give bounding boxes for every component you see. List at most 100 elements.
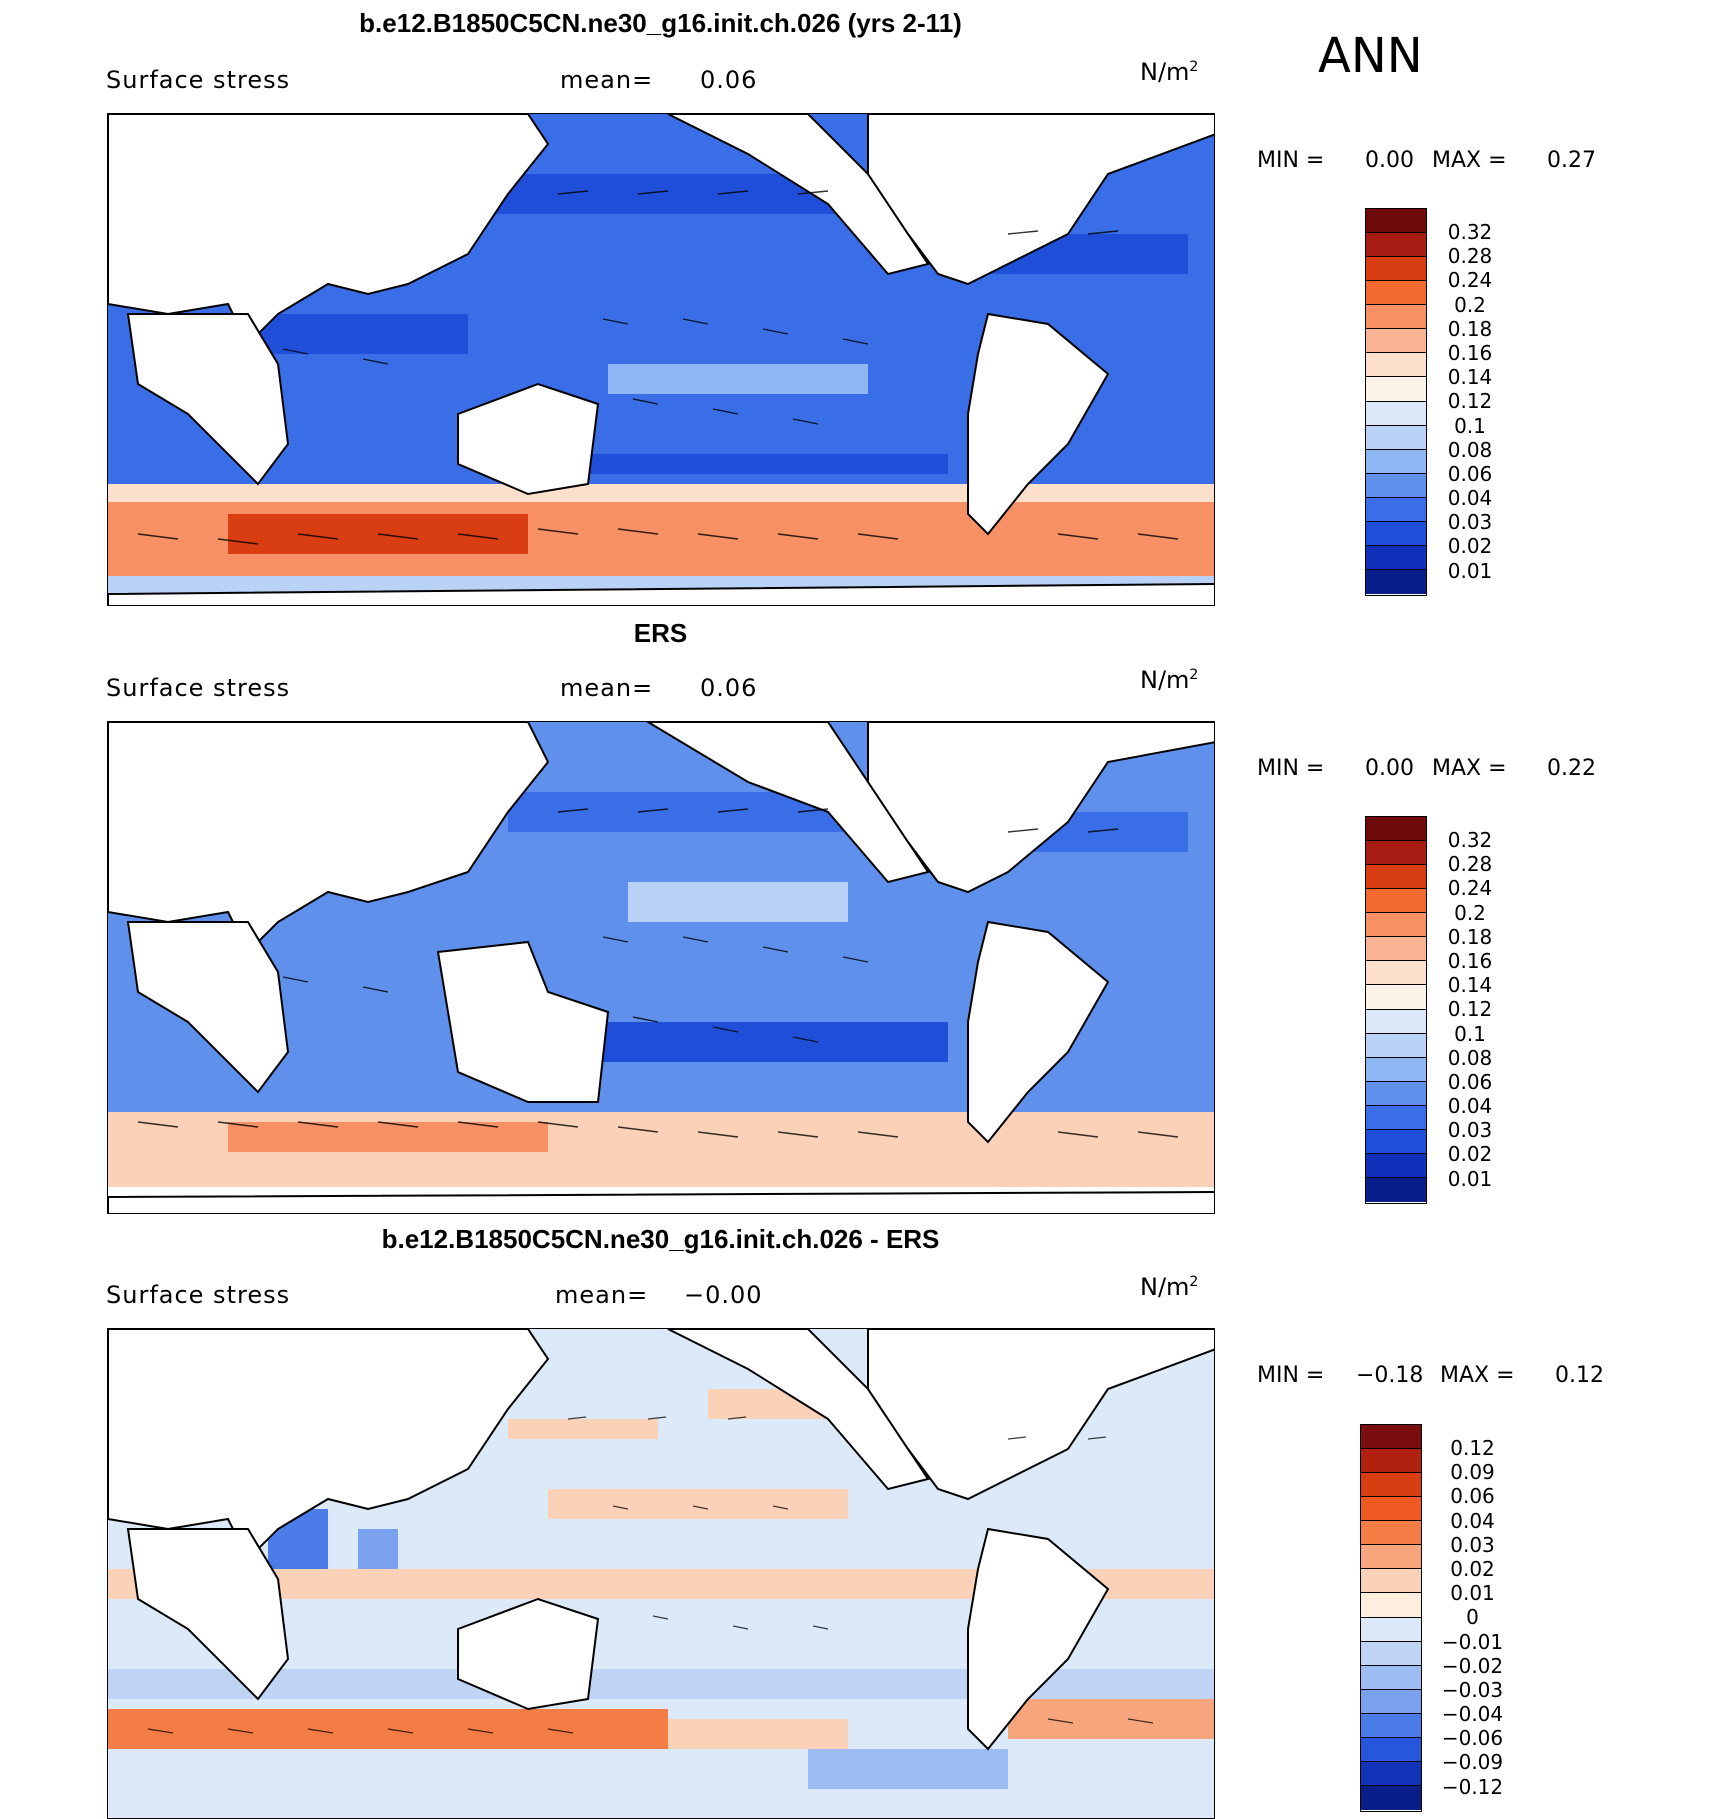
colorbar-label: 0.03 — [1447, 1118, 1493, 1143]
colorbar-segment — [1366, 353, 1426, 378]
panel-3-colorbar — [1360, 1424, 1422, 1812]
panel-3-mean-value: −0.00 — [684, 1281, 763, 1309]
colorbar-segment — [1366, 521, 1426, 546]
panel-3-wind-vectors — [147, 1416, 1154, 1734]
colorbar-segment — [1361, 1425, 1421, 1450]
colorbar-label: 0.1 — [1454, 413, 1486, 438]
colorbar-segment — [1366, 305, 1426, 330]
panel-1-colorbar — [1365, 208, 1427, 596]
colorbar-segment — [1366, 961, 1426, 986]
colorbar-label: 0.03 — [1447, 510, 1493, 535]
colorbar-label: 0.16 — [1447, 340, 1493, 365]
colorbar-label: 0.04 — [1447, 1094, 1493, 1119]
panel-1-max-value: 0.27 — [1547, 148, 1596, 173]
panel-2-mean-value: 0.06 — [700, 674, 758, 702]
panel-3-map-svg — [108, 1329, 1214, 1818]
colorbar-label: 0.32 — [1447, 220, 1493, 244]
colorbar-label: −0.06 — [1441, 1726, 1504, 1751]
colorbar-label: 0.2 — [1454, 900, 1486, 925]
panel-1-min-value: 0.00 — [1365, 148, 1414, 173]
colorbar-label: 0.06 — [1447, 461, 1493, 486]
colorbar-label: 0.01 — [1447, 558, 1493, 583]
colorbar-label: 0.02 — [1450, 1556, 1495, 1581]
panel-1-mean-value: 0.06 — [700, 66, 758, 94]
colorbar-label: −0.01 — [1441, 1629, 1504, 1654]
panel-3-units: N/m2 — [1140, 1273, 1199, 1301]
panel-2-max-label: MAX = — [1432, 756, 1507, 781]
colorbar-segment — [1366, 913, 1426, 938]
panel-2-max-value: 0.22 — [1547, 756, 1596, 781]
panel-1-landmasses — [108, 114, 1214, 605]
panel-3-min-label: MIN = — [1257, 1363, 1325, 1388]
season-label: ANN — [1318, 28, 1423, 84]
panel-2-colorbar-labels: 0.32 0.28 0.24 0.2 0.18 0.16 0.14 0.12 0.1 0.08 0.… — [1430, 828, 1510, 1191]
panel-3-title: b.e12.B1850C5CN.ne30_g16.init.ch.026 - E… — [381, 1224, 940, 1254]
colorbar-segment — [1361, 1497, 1421, 1522]
colorbar-segment — [1361, 1641, 1421, 1666]
panel-1-title: b.e12.B1850C5CN.ne30_g16.init.ch.026 (yr… — [359, 8, 962, 38]
colorbar-label: 0.12 — [1450, 1436, 1495, 1460]
panel-1-mean-label: mean= — [560, 66, 654, 94]
colorbar-label: 0.32 — [1447, 828, 1493, 852]
colorbar-label: −0.12 — [1441, 1774, 1504, 1799]
colorbar-segment — [1366, 329, 1426, 354]
colorbar-label: 0.09 — [1450, 1460, 1495, 1485]
colorbar-segment — [1366, 1177, 1426, 1202]
colorbar-segment — [1366, 401, 1426, 426]
colorbar-segment — [1366, 1129, 1426, 1154]
colorbar-segment — [1366, 425, 1426, 450]
colorbar-segment — [1361, 1593, 1421, 1618]
colorbar-segment — [1366, 377, 1426, 402]
panel-2-map — [107, 721, 1215, 1214]
panel-1-map-svg — [108, 114, 1214, 605]
panel-3-variable: Surface stress — [106, 1281, 291, 1309]
colorbar-label: 0.2 — [1454, 292, 1486, 317]
panel-1-colorbar-labels: 0.32 0.28 0.24 0.2 0.18 0.16 0.14 0.12 0.1 0.08 0.… — [1430, 220, 1510, 583]
colorbar-segment — [1366, 817, 1426, 842]
panel-2-min-label: MIN = — [1257, 756, 1325, 781]
panel-3-max-value: 0.12 — [1555, 1363, 1604, 1388]
colorbar-label: 0.18 — [1447, 316, 1493, 341]
colorbar-segment — [1366, 889, 1426, 914]
colorbar-label: 0 — [1466, 1605, 1479, 1630]
colorbar-label: 0.24 — [1447, 876, 1493, 901]
panel-2-variable: Surface stress — [106, 674, 291, 702]
colorbar-label: 0.18 — [1447, 924, 1493, 949]
colorbar-segment — [1361, 1713, 1421, 1738]
colorbar-label: 0.12 — [1447, 389, 1493, 414]
colorbar-segment — [1361, 1737, 1421, 1762]
colorbar-label: 0.16 — [1447, 948, 1493, 973]
colorbar-label: −0.02 — [1441, 1653, 1504, 1678]
panel-1-map — [107, 113, 1215, 606]
colorbar-label: −0.03 — [1441, 1677, 1504, 1702]
colorbar-label: 0.01 — [1450, 1581, 1495, 1606]
panel-3-map — [107, 1328, 1215, 1819]
colorbar-label: 0.14 — [1447, 973, 1493, 998]
panel-3-colorbar-labels: 0.12 0.09 0.06 0.04 0.03 0.02 0.01 0 −0.01 −0.02−… — [1425, 1436, 1520, 1799]
colorbar-segment — [1366, 1033, 1426, 1058]
colorbar-segment — [1361, 1449, 1421, 1474]
panel-2-mean-label: mean= — [560, 674, 654, 702]
colorbar-label: 0.06 — [1450, 1484, 1495, 1509]
colorbar-segment — [1361, 1545, 1421, 1570]
panel-3-min-value: −0.18 — [1356, 1363, 1424, 1388]
colorbar-segment — [1366, 449, 1426, 474]
colorbar-label: 0.24 — [1447, 268, 1493, 293]
colorbar-label: −0.09 — [1441, 1750, 1504, 1775]
colorbar-segment — [1361, 1569, 1421, 1594]
panel-1-variable: Surface stress — [106, 66, 291, 94]
colorbar-segment — [1361, 1665, 1421, 1690]
colorbar-segment — [1361, 1785, 1421, 1810]
panel-3-max-label: MAX = — [1440, 1363, 1515, 1388]
colorbar-label: 0.08 — [1447, 437, 1493, 462]
colorbar-label: 0.08 — [1447, 1045, 1493, 1070]
colorbar-segment — [1366, 497, 1426, 522]
panel-3-landmasses — [108, 1329, 1214, 1751]
panel-2-wind-vectors — [137, 808, 1179, 1138]
colorbar-label: 0.28 — [1447, 244, 1493, 269]
panel-3-mean-label: mean= — [555, 1281, 649, 1309]
panel-1-units: N/m2 — [1140, 58, 1199, 86]
colorbar-segment — [1366, 257, 1426, 282]
colorbar-segment — [1361, 1689, 1421, 1714]
colorbar-segment — [1366, 865, 1426, 890]
